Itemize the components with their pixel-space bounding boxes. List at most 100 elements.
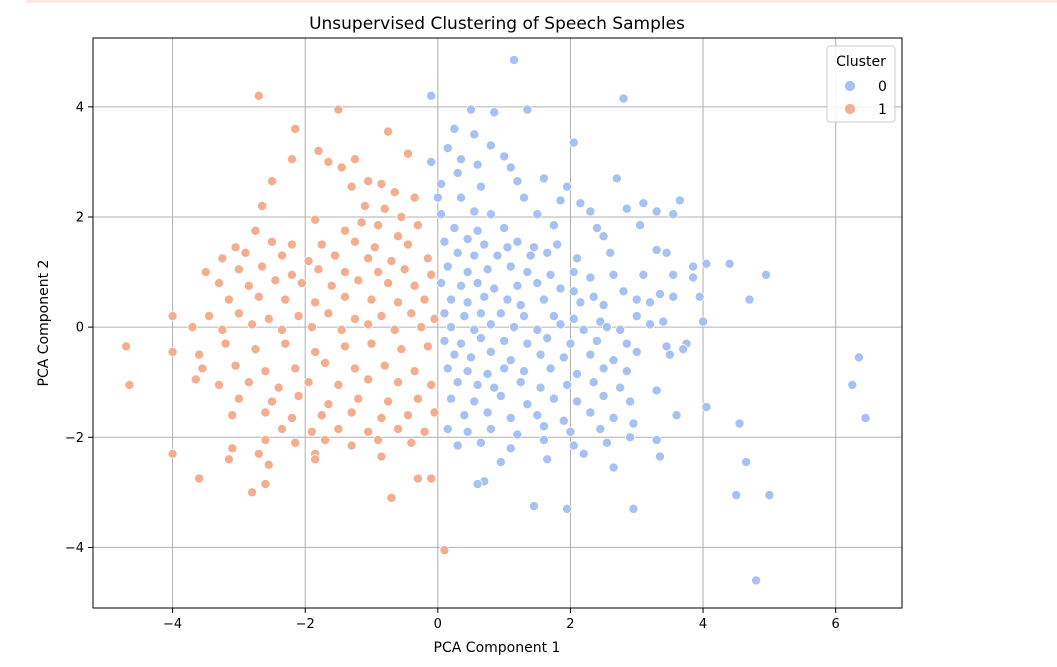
data-point-cluster-0 xyxy=(452,247,463,258)
data-point-cluster-1 xyxy=(326,280,337,291)
data-point-cluster-1 xyxy=(257,261,268,272)
data-point-cluster-0 xyxy=(731,490,742,501)
data-point-cluster-0 xyxy=(519,192,530,203)
data-point-cluster-0 xyxy=(538,435,549,446)
data-point-cluster-1 xyxy=(217,324,228,335)
data-point-cluster-0 xyxy=(456,192,467,203)
data-point-cluster-1 xyxy=(194,349,205,360)
data-point-cluster-0 xyxy=(562,503,573,514)
data-points xyxy=(121,55,871,586)
data-point-cluster-1 xyxy=(167,448,178,459)
data-point-cluster-1 xyxy=(349,363,360,374)
data-point-cluster-1 xyxy=(346,407,357,418)
data-point-cluster-0 xyxy=(535,382,546,393)
data-point-cluster-0 xyxy=(502,242,513,253)
data-point-cluster-1 xyxy=(363,176,374,187)
data-point-cluster-1 xyxy=(223,454,234,465)
data-point-cluster-0 xyxy=(601,437,612,448)
data-point-cluster-0 xyxy=(528,501,539,512)
data-point-cluster-0 xyxy=(485,140,496,151)
data-point-cluster-0 xyxy=(568,137,579,148)
data-point-cluster-0 xyxy=(442,363,453,374)
chart-title: Unsupervised Clustering of Speech Sample… xyxy=(309,14,685,34)
data-point-cluster-1 xyxy=(386,256,397,267)
data-point-cluster-0 xyxy=(492,250,503,261)
data-point-cluster-1 xyxy=(270,275,281,286)
data-point-cluster-0 xyxy=(482,368,493,379)
x-tick-label: 6 xyxy=(832,617,840,632)
legend-label-1: 1 xyxy=(878,102,887,118)
data-point-cluster-1 xyxy=(286,154,297,165)
data-point-cluster-0 xyxy=(512,280,523,291)
data-point-cluster-0 xyxy=(456,338,467,349)
data-point-cluster-1 xyxy=(359,200,370,211)
data-point-cluster-1 xyxy=(280,338,291,349)
data-point-cluster-1 xyxy=(376,311,387,322)
data-point-cluster-1 xyxy=(167,311,178,322)
data-point-cluster-0 xyxy=(515,300,526,311)
data-point-cluster-1 xyxy=(393,297,404,308)
data-point-cluster-1 xyxy=(323,308,334,319)
data-point-cluster-0 xyxy=(436,178,447,189)
data-point-cluster-0 xyxy=(542,247,553,258)
data-point-cluster-1 xyxy=(346,181,357,192)
data-point-cluster-0 xyxy=(598,390,609,401)
data-point-cluster-0 xyxy=(638,269,649,280)
x-tick-label: 4 xyxy=(699,617,707,632)
data-point-cluster-1 xyxy=(286,412,297,423)
data-point-cluster-0 xyxy=(446,393,457,404)
data-point-cluster-0 xyxy=(585,272,596,283)
data-point-cluster-0 xyxy=(456,154,467,165)
data-point-cluster-1 xyxy=(253,448,264,459)
data-point-cluster-1 xyxy=(349,236,360,247)
data-point-cluster-1 xyxy=(330,250,341,261)
x-tick-label: 2 xyxy=(566,617,574,632)
data-point-cluster-1 xyxy=(250,225,261,236)
data-point-cluster-1 xyxy=(323,156,334,167)
data-point-cluster-0 xyxy=(585,349,596,360)
data-point-cluster-0 xyxy=(638,198,649,209)
data-point-cluster-1 xyxy=(409,366,420,377)
data-point-cluster-0 xyxy=(519,311,530,322)
data-point-cluster-1 xyxy=(316,239,327,250)
legend-label-0: 0 xyxy=(878,79,887,95)
data-point-cluster-1 xyxy=(393,424,404,435)
top-stripe xyxy=(26,0,1057,3)
data-point-cluster-1 xyxy=(230,242,241,253)
data-point-cluster-0 xyxy=(462,234,473,245)
data-point-cluster-1 xyxy=(220,338,231,349)
data-point-cluster-0 xyxy=(538,173,549,184)
data-point-cluster-0 xyxy=(608,412,619,423)
data-point-cluster-1 xyxy=(323,399,334,410)
data-point-cluster-0 xyxy=(532,278,543,289)
data-point-cluster-1 xyxy=(409,280,420,291)
data-point-cluster-0 xyxy=(439,236,450,247)
plot-frame xyxy=(92,37,903,609)
data-point-cluster-0 xyxy=(485,319,496,330)
legend-box xyxy=(826,45,896,123)
data-point-cluster-0 xyxy=(528,242,539,253)
data-point-cluster-0 xyxy=(568,286,579,297)
legend-title: Cluster xyxy=(836,54,886,70)
data-point-cluster-0 xyxy=(585,206,596,217)
legend: Cluster 0 1 xyxy=(826,45,896,123)
data-point-cluster-0 xyxy=(482,264,493,275)
data-point-cluster-1 xyxy=(290,123,301,134)
data-point-cluster-1 xyxy=(243,280,254,291)
data-point-cluster-0 xyxy=(522,399,533,410)
data-point-cluster-0 xyxy=(542,333,553,344)
data-point-cluster-1 xyxy=(263,459,274,470)
data-point-cluster-1 xyxy=(336,324,347,335)
data-point-cluster-1 xyxy=(227,410,238,421)
data-point-cluster-0 xyxy=(469,396,480,407)
data-point-cluster-0 xyxy=(449,123,460,134)
data-point-cluster-1 xyxy=(339,267,350,278)
data-point-cluster-0 xyxy=(475,333,486,344)
y-tick-label: −2 xyxy=(65,431,84,446)
data-point-cluster-1 xyxy=(296,278,307,289)
data-point-cluster-0 xyxy=(621,203,632,214)
data-point-cluster-0 xyxy=(578,324,589,335)
data-point-cluster-1 xyxy=(416,322,427,333)
data-point-cluster-1 xyxy=(339,225,350,236)
data-point-cluster-0 xyxy=(611,173,622,184)
